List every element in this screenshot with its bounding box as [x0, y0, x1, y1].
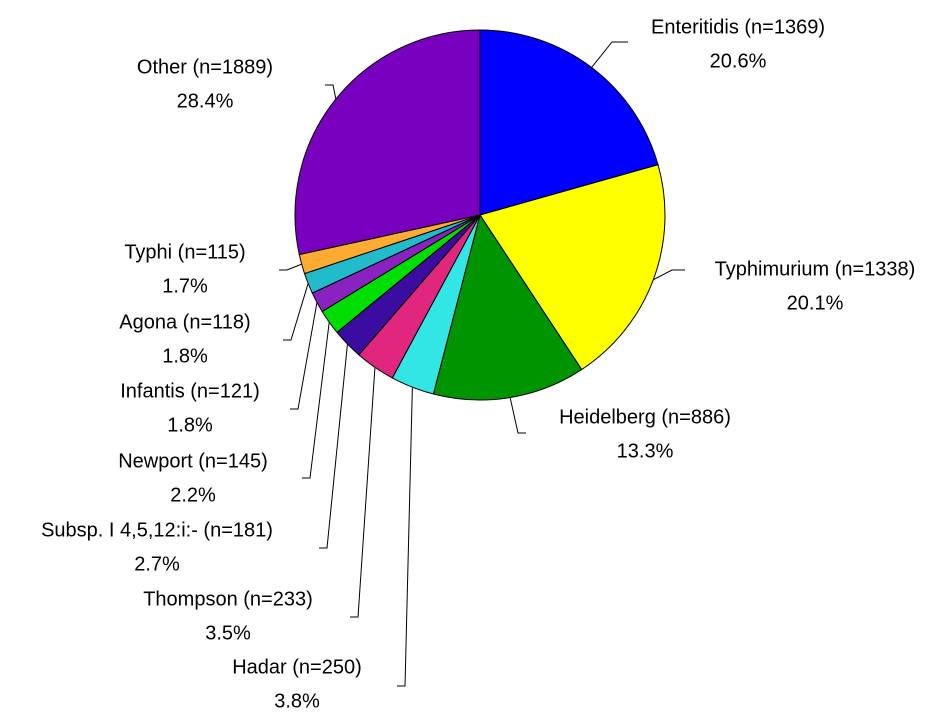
slice-label: Infantis (n=121): [120, 380, 260, 402]
slice-value-label: 20.6%: [710, 50, 767, 72]
slice-value-label: 13.3%: [617, 440, 674, 462]
slice-label: Thompson (n=233): [143, 588, 313, 610]
leader-line: [319, 344, 348, 549]
leader-line: [325, 84, 337, 100]
slice-label: Other (n=1889): [137, 56, 273, 78]
leader-line: [397, 387, 413, 687]
slice-label: Agona (n=118): [119, 311, 250, 333]
slice-label: Enteritidis (n=1369): [651, 16, 825, 38]
leader-line: [653, 269, 685, 281]
leader-line: [279, 263, 302, 271]
slice-value-label: 2.7%: [134, 553, 180, 575]
slice-label: Newport (n=145): [118, 450, 268, 472]
leader-line: [509, 397, 526, 434]
slice-value-label: 28.4%: [177, 90, 234, 112]
slice-label: Subsp. I 4,5,12:i:- (n=181): [41, 519, 273, 541]
slice-label: Typhimurium (n=1338): [715, 258, 916, 280]
leader-line: [302, 322, 330, 479]
slice-value-label: 1.7%: [162, 275, 208, 297]
slice: [479, 164, 666, 371]
leader-line: [350, 367, 376, 618]
slice-value-label: 20.1%: [787, 292, 844, 314]
slice-value-label: 3.5%: [205, 622, 251, 644]
leader-line: [283, 283, 309, 341]
slice-label: Heidelberg (n=886): [559, 406, 731, 428]
slice-label: Typhi (n=115): [124, 241, 245, 263]
leader-line: [591, 41, 628, 68]
slice-value-label: 2.2%: [170, 484, 216, 506]
leader-line: [290, 302, 318, 410]
slice-value-label: 3.8%: [274, 690, 320, 712]
slice: [294, 29, 481, 256]
slice: [479, 29, 659, 216]
slice-value-label: 1.8%: [162, 345, 208, 367]
slice-label: Hadar (n=250): [232, 656, 362, 678]
slice-value-label: 1.8%: [167, 414, 213, 436]
